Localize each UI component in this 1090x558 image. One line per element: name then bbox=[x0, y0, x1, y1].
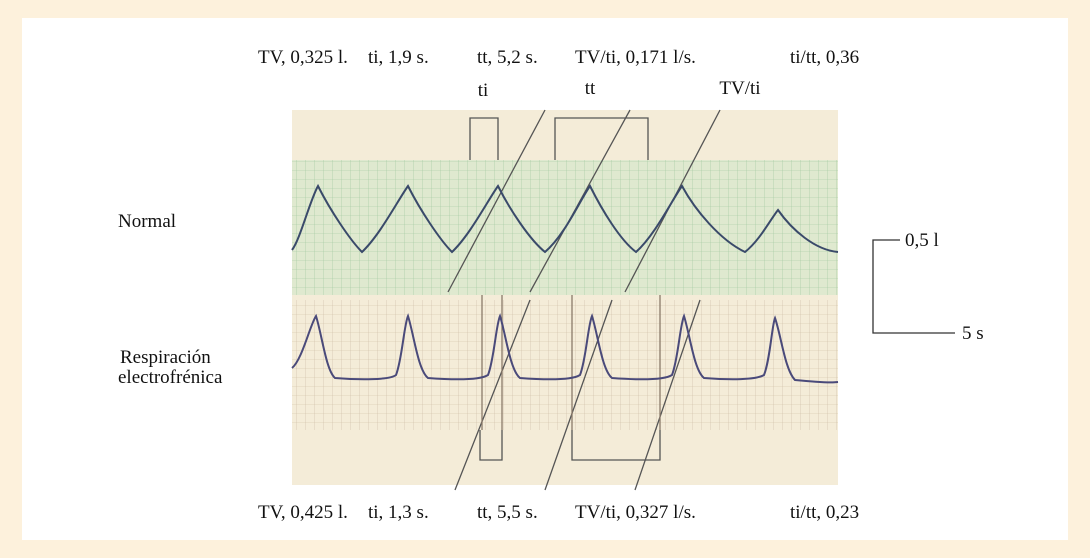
top-value: ti/tt, 0,36 bbox=[790, 47, 859, 68]
figure: TV, 0,325 l. ti, 1,9 s. tt, 5,2 s. TV/ti… bbox=[0, 0, 1090, 558]
scale-label: 5 s bbox=[962, 323, 984, 344]
bottom-value: TV, 0,425 l. bbox=[258, 502, 348, 523]
bottom-value: ti/tt, 0,23 bbox=[790, 502, 859, 523]
marker-label: TV/ti bbox=[719, 78, 760, 99]
bottom-value: tt, 5,5 s. bbox=[477, 502, 538, 523]
top-value: TV/ti, 0,171 l/s. bbox=[575, 47, 696, 68]
top-value: tt, 5,2 s. bbox=[477, 47, 538, 68]
scale-label: 0,5 l bbox=[905, 230, 939, 251]
page: TV, 0,325 l. ti, 1,9 s. tt, 5,2 s. TV/ti… bbox=[0, 0, 1090, 558]
top-value: TV, 0,325 l. bbox=[258, 47, 348, 68]
trace-label: electrofrénica bbox=[118, 367, 223, 388]
marker-label: tt bbox=[585, 78, 596, 99]
marker-label: ti bbox=[478, 80, 489, 101]
top-value: ti, 1,9 s. bbox=[368, 47, 429, 68]
trace-label: Normal bbox=[118, 211, 176, 232]
trace-label: Respiración bbox=[120, 347, 211, 368]
bottom-value: ti, 1,3 s. bbox=[368, 502, 429, 523]
bottom-value: TV/ti, 0,327 l/s. bbox=[575, 502, 696, 523]
grid bbox=[292, 300, 838, 430]
